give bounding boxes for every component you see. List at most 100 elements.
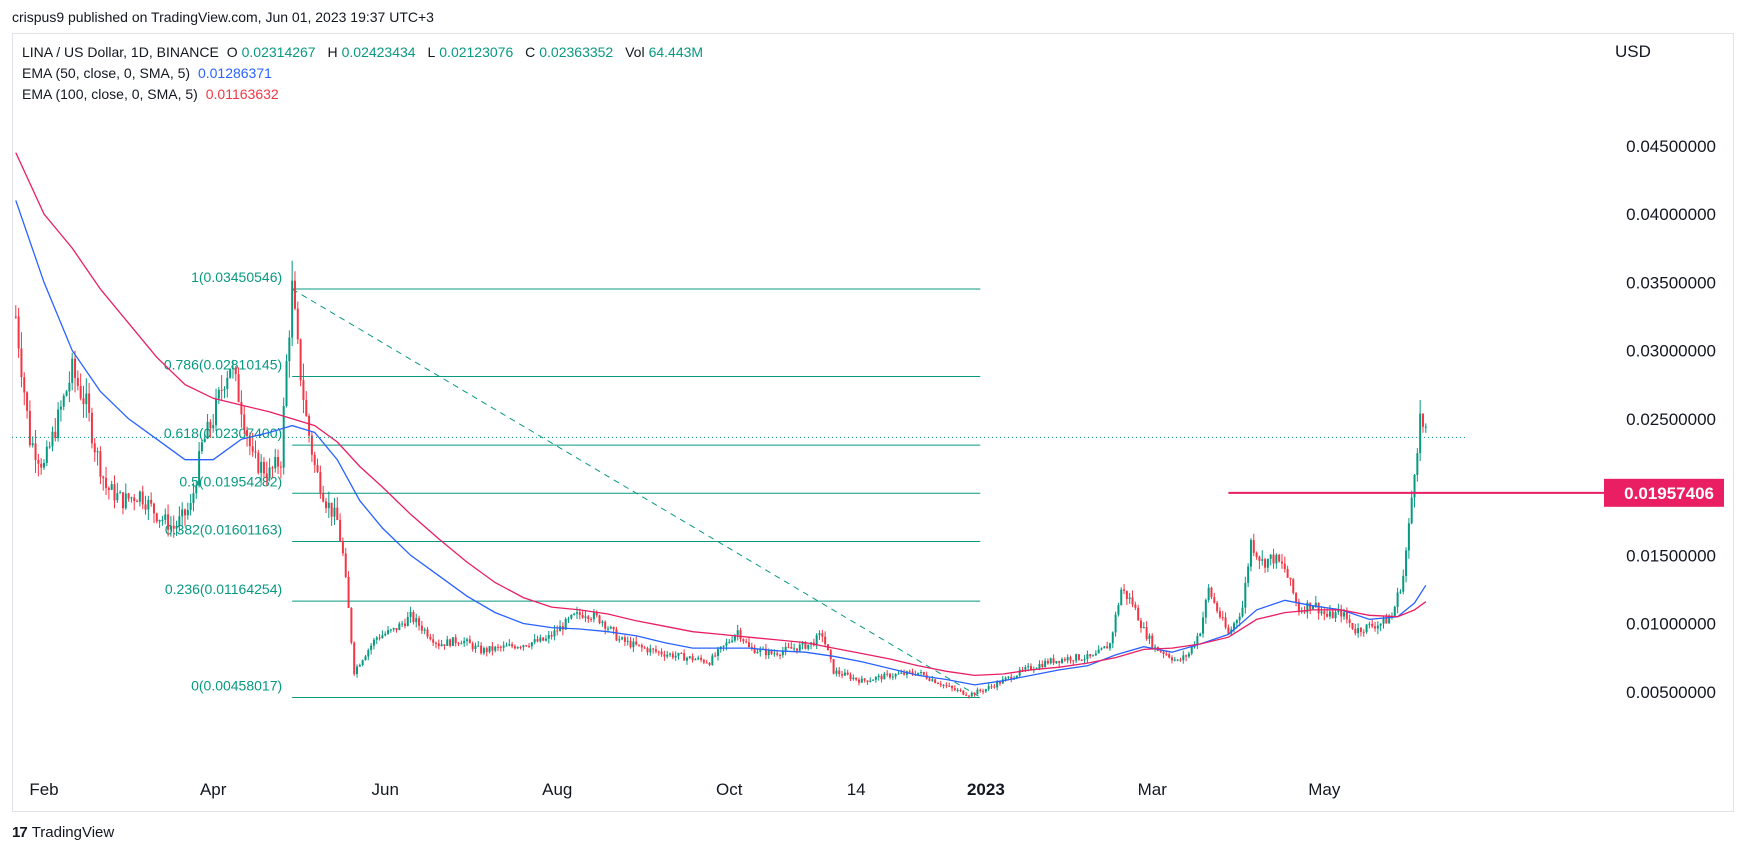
candle-body bbox=[186, 509, 189, 516]
candle-body bbox=[657, 651, 660, 653]
candle-body bbox=[638, 644, 641, 646]
candle-body bbox=[339, 519, 342, 542]
candle-body bbox=[866, 680, 869, 682]
candle-body bbox=[1148, 635, 1151, 639]
candle-body bbox=[922, 672, 925, 675]
candle-body bbox=[536, 639, 539, 642]
candle-body bbox=[1261, 559, 1264, 561]
candle-body bbox=[494, 646, 497, 651]
ema50-label: EMA (50, close, 0, SMA, 5) bbox=[22, 65, 191, 81]
candle-body bbox=[886, 673, 889, 675]
candle-body bbox=[440, 644, 443, 647]
candle-body bbox=[1185, 655, 1188, 657]
close-label: C 0.02363352 bbox=[525, 44, 614, 60]
candle-body bbox=[17, 316, 20, 349]
price-tick-label: 0.04000000 bbox=[1626, 205, 1716, 224]
candle-body bbox=[553, 630, 556, 637]
tradingview-logo[interactable]: 17 TradingView bbox=[12, 824, 114, 841]
candle-body bbox=[313, 454, 316, 466]
legend-ema50-row[interactable]: EMA (50, close, 0, SMA, 5) 0.01286371 bbox=[22, 63, 711, 84]
candle-body bbox=[198, 451, 201, 486]
candle-body bbox=[1021, 669, 1024, 671]
candle-body bbox=[293, 280, 296, 309]
candle-body bbox=[801, 642, 804, 645]
legend-ema100-row[interactable]: EMA (100, close, 0, SMA, 5) 0.01163632 bbox=[22, 84, 711, 105]
currency-label[interactable]: USD bbox=[1615, 42, 1651, 61]
close-value: 0.02363352 bbox=[539, 44, 614, 60]
candle-body bbox=[542, 637, 545, 641]
candle-body bbox=[1326, 614, 1329, 617]
candle-body bbox=[736, 630, 739, 636]
fib-level-label: 0.5(0.01954282) bbox=[179, 473, 282, 489]
candle-body bbox=[897, 673, 900, 675]
candle-body bbox=[1187, 653, 1190, 657]
candle-body bbox=[604, 621, 607, 629]
candle-body bbox=[1376, 625, 1379, 629]
candle-body bbox=[302, 380, 305, 400]
candle-body bbox=[1049, 658, 1052, 664]
candle-body bbox=[1317, 602, 1320, 614]
time-tick-label: Mar bbox=[1138, 780, 1168, 799]
candle-body bbox=[167, 514, 170, 530]
candle-body bbox=[677, 652, 680, 656]
candle-body bbox=[1289, 577, 1292, 580]
symbol-label[interactable]: LINA / US Dollar, 1D, BINANCE bbox=[22, 44, 219, 60]
candle-body bbox=[1416, 453, 1419, 475]
candle-body bbox=[998, 681, 1001, 684]
candle-body bbox=[852, 677, 855, 680]
candle-body bbox=[1080, 659, 1083, 661]
candle-body bbox=[367, 650, 370, 657]
candle-body bbox=[1117, 605, 1120, 615]
candle-body bbox=[437, 643, 440, 647]
candle-body bbox=[697, 657, 700, 660]
candle-body bbox=[779, 654, 782, 656]
candle-body bbox=[279, 466, 282, 468]
candle-body bbox=[663, 654, 666, 657]
high-label: H 0.02423434 bbox=[327, 44, 416, 60]
candle-body bbox=[296, 308, 299, 340]
candle-body bbox=[1179, 659, 1182, 661]
candle-body bbox=[530, 642, 533, 647]
candle-body bbox=[635, 641, 638, 645]
ema100-line bbox=[15, 152, 1427, 677]
candle-body bbox=[1269, 554, 1272, 559]
candle-body bbox=[671, 653, 674, 658]
candle-body bbox=[1374, 626, 1377, 629]
candle-body bbox=[1024, 667, 1027, 670]
candle-body bbox=[209, 421, 212, 429]
candle-body bbox=[499, 646, 502, 648]
candle-body bbox=[1368, 623, 1371, 625]
candle-body bbox=[474, 645, 477, 650]
candle-body bbox=[753, 647, 756, 654]
candle-body bbox=[956, 689, 959, 691]
candle-body bbox=[559, 626, 562, 632]
candle-body bbox=[764, 648, 767, 656]
time-tick-label: Aug bbox=[542, 780, 572, 799]
candle-body bbox=[877, 675, 880, 678]
candle-body bbox=[364, 656, 367, 661]
candle-body bbox=[728, 641, 731, 643]
candle-body bbox=[598, 615, 601, 624]
candle-body bbox=[953, 688, 956, 691]
candle-body bbox=[262, 461, 265, 474]
open-label: O 0.02314267 bbox=[226, 44, 316, 60]
candle-body bbox=[759, 648, 762, 652]
time-tick-label: Jun bbox=[372, 780, 399, 799]
candle-body bbox=[356, 666, 359, 675]
legend-ohlc-row: LINA / US Dollar, 1D, BINANCE O 0.0231426… bbox=[22, 42, 711, 63]
candle-body bbox=[513, 646, 516, 649]
candle-body bbox=[1106, 646, 1109, 649]
candle-body bbox=[694, 659, 697, 661]
candle-body bbox=[406, 616, 409, 626]
candle-body bbox=[1371, 623, 1374, 627]
candle-body bbox=[85, 393, 88, 405]
candle-body bbox=[790, 647, 793, 649]
candle-body bbox=[714, 655, 717, 657]
candle-body bbox=[1238, 616, 1241, 621]
candle-body bbox=[310, 435, 313, 455]
candle-body bbox=[1388, 618, 1391, 624]
candle-body bbox=[285, 361, 288, 407]
publish-credit: crispus9 published on TradingView.com, J… bbox=[12, 9, 434, 25]
candle-body bbox=[1249, 540, 1252, 567]
